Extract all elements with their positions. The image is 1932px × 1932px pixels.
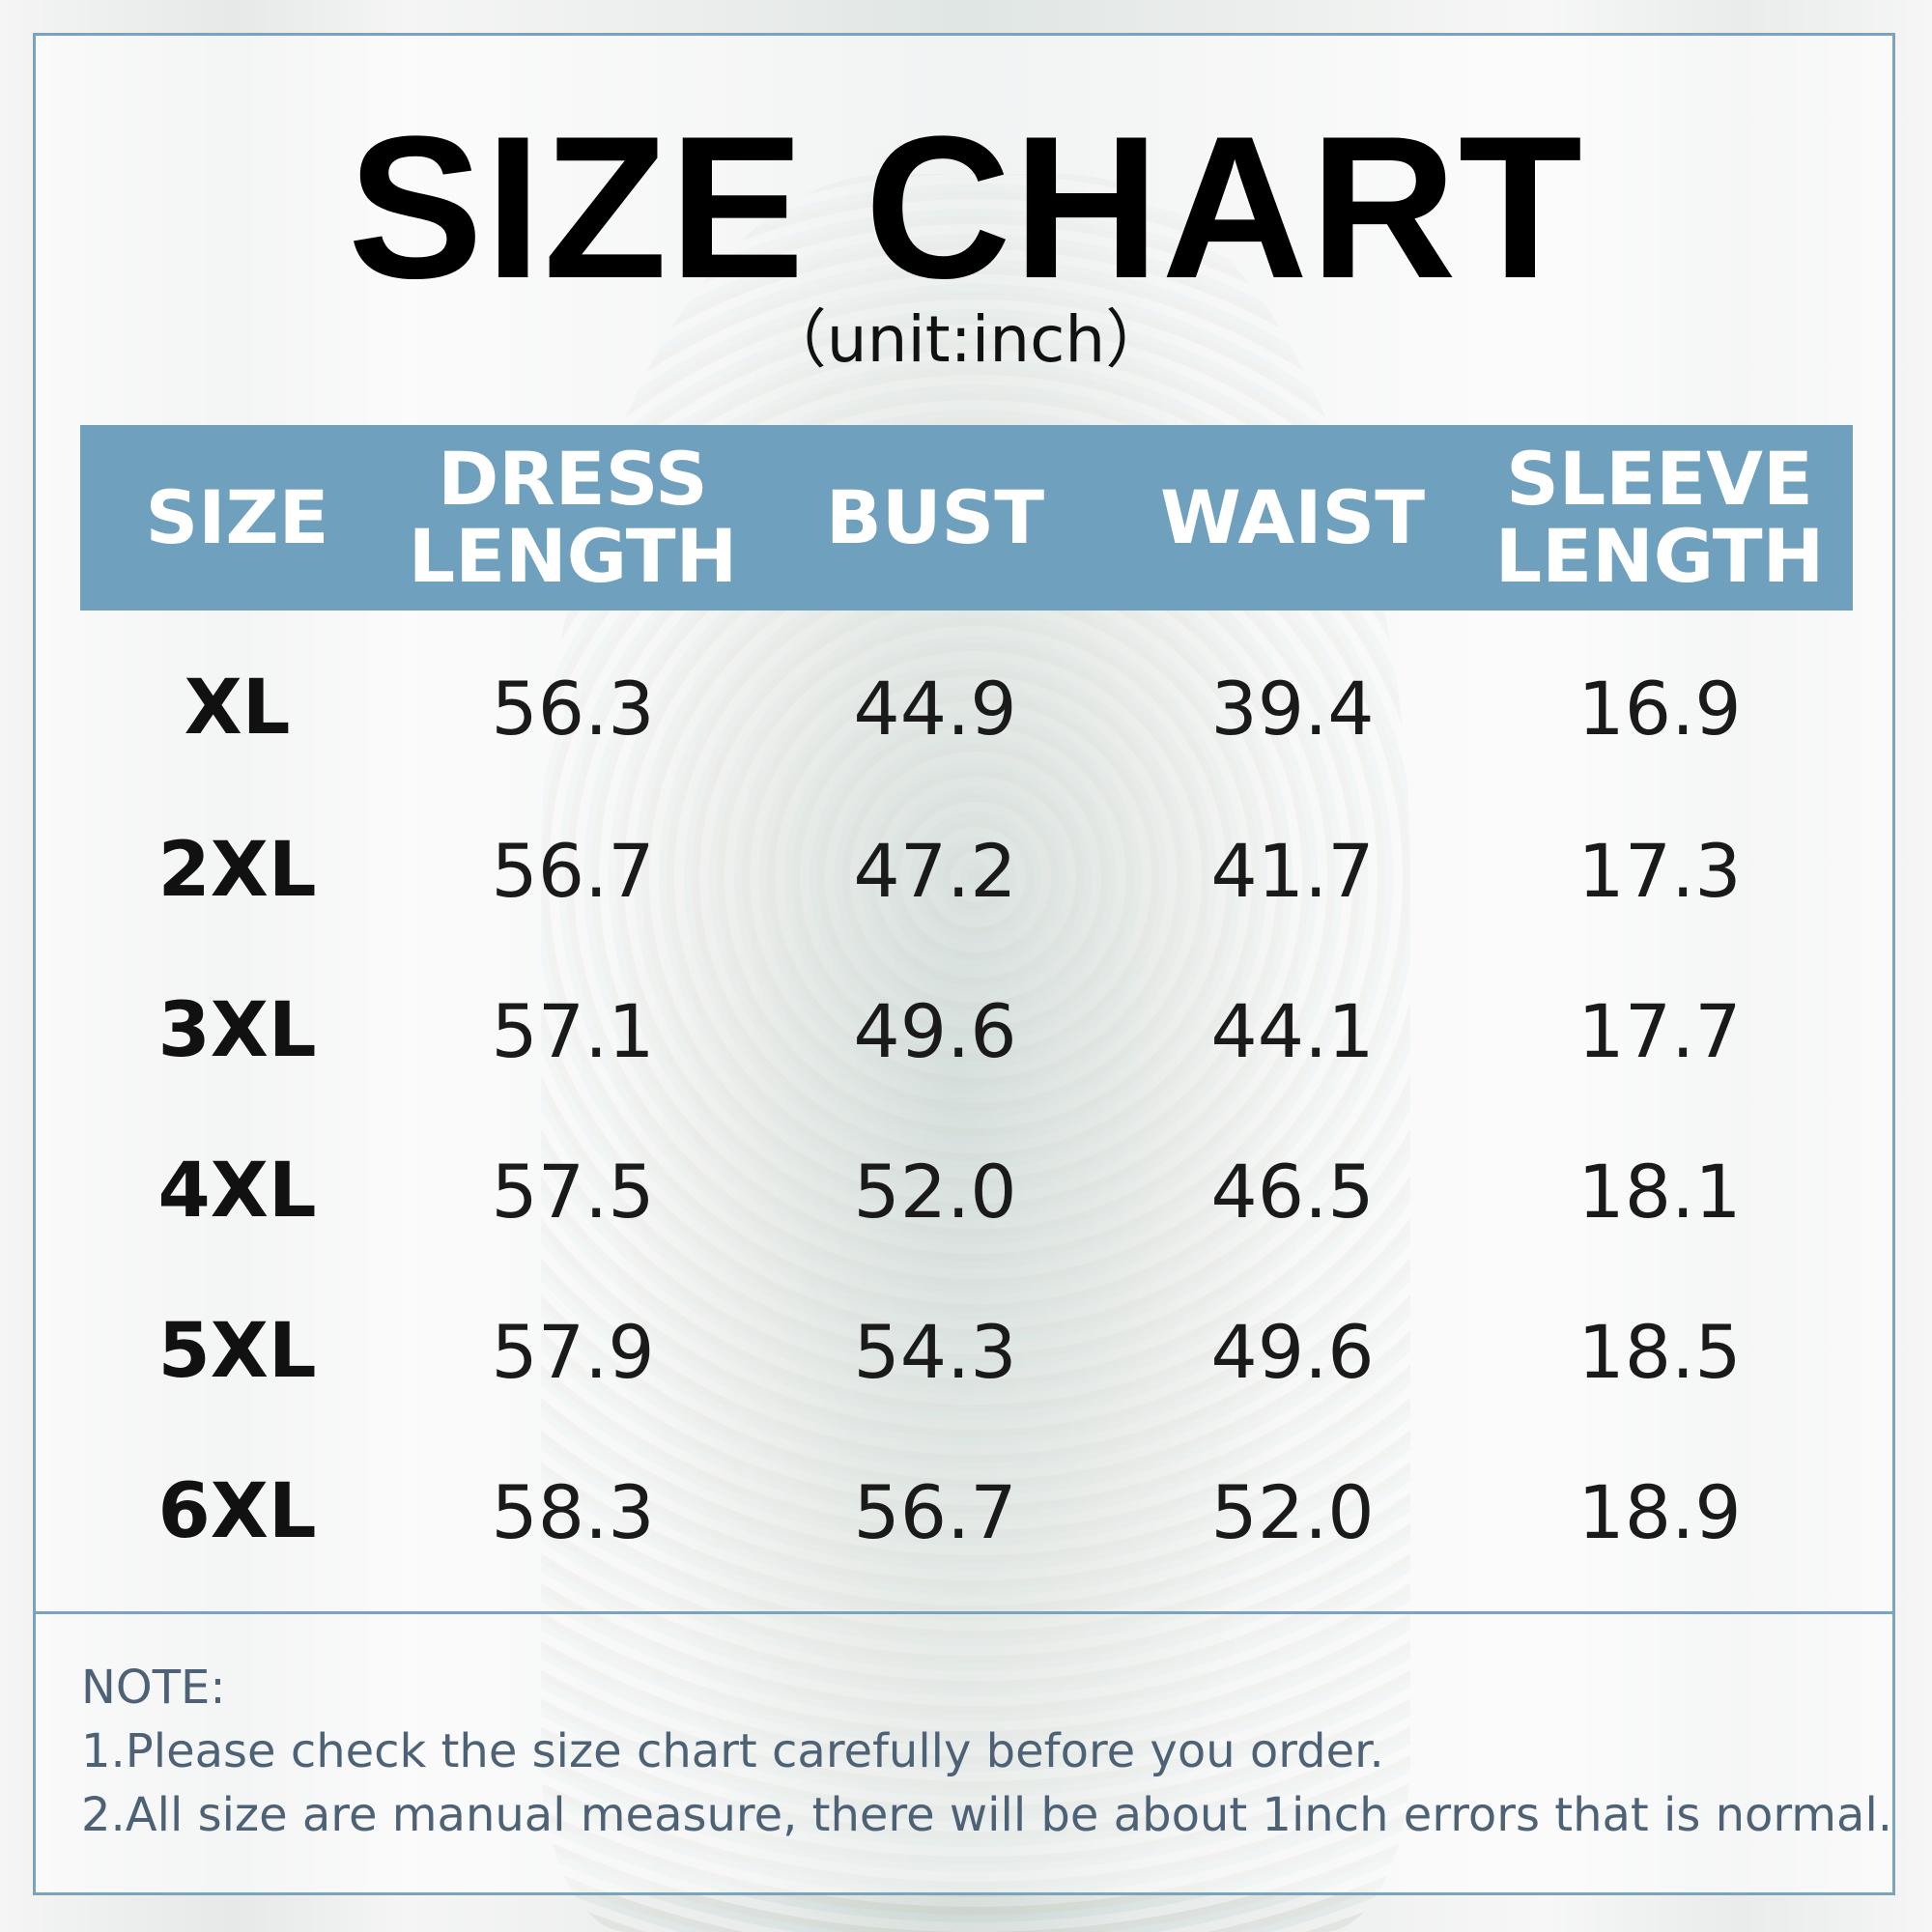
dress-length-cell: 57.1 [491,987,655,1074]
note-line: 2.All size are manual measure, there wil… [81,1788,1893,1842]
header-sleeve-length: SLEEVE LENGTH [1494,436,1825,599]
chart-frame [33,33,1895,1895]
dress-length-cell: 58.3 [491,1468,655,1555]
table-row: 6XL 58.3 56.7 52.0 18.9 [80,1432,1853,1592]
waist-cell: 41.7 [1210,827,1375,914]
table-row: 5XL 57.9 54.3 49.6 18.5 [80,1271,1853,1432]
sleeve-length-cell: 17.7 [1577,987,1742,1074]
unit-label: （unit:inch） [762,302,1170,377]
bust-cell: 49.6 [853,987,1017,1074]
page-title: SIZE CHART [348,94,1584,321]
bust-cell: 47.2 [853,827,1017,914]
bust-cell: 56.7 [853,1468,1017,1555]
table-row: 3XL 57.1 49.6 44.1 17.7 [80,951,1853,1111]
waist-cell: 39.4 [1210,665,1375,752]
size-cell: 5XL [157,1308,317,1395]
waist-cell: 52.0 [1210,1468,1375,1555]
sleeve-length-cell: 17.3 [1577,827,1742,914]
waist-cell: 44.1 [1210,987,1375,1074]
size-cell: 6XL [157,1468,317,1555]
sleeve-length-cell: 18.1 [1577,1148,1742,1235]
waist-cell: 49.6 [1210,1308,1375,1395]
size-cell: 4XL [157,1148,317,1235]
dress-length-cell: 56.3 [491,665,655,752]
dress-length-cell: 57.9 [491,1308,655,1395]
header-bust: BUST [825,474,1045,560]
note-heading: NOTE: [81,1661,226,1715]
bust-cell: 54.3 [853,1308,1017,1395]
note-line: 1.Please check the size chart carefully … [81,1724,1384,1778]
table-row: 2XL 56.7 47.2 41.7 17.3 [80,790,1853,951]
header-size: SIZE [145,474,329,560]
table-header: SIZE DRESS LENGTH BUST WAIST SLEEVE LENG… [80,425,1853,611]
sleeve-length-cell: 18.5 [1577,1308,1742,1395]
header-waist: WAIST [1159,474,1426,560]
table-row: 4XL 57.5 52.0 46.5 18.1 [80,1111,1853,1271]
notes-section: NOTE: 1.Please check the size chart care… [81,1656,1897,1847]
size-cell: XL [184,665,291,752]
size-cell: 3XL [157,987,317,1074]
size-cell: 2XL [157,827,317,914]
dress-length-cell: 57.5 [491,1148,655,1235]
waist-cell: 46.5 [1210,1148,1375,1235]
header-dress-length: DRESS LENGTH [408,436,738,599]
dress-length-cell: 56.7 [491,827,655,914]
sleeve-length-cell: 18.9 [1577,1468,1742,1555]
notes-divider [35,1611,1895,1614]
bust-cell: 52.0 [853,1148,1017,1235]
bust-cell: 44.9 [853,665,1017,752]
table-row: XL 56.3 44.9 39.4 16.9 [80,628,1853,788]
sleeve-length-cell: 16.9 [1577,665,1742,752]
